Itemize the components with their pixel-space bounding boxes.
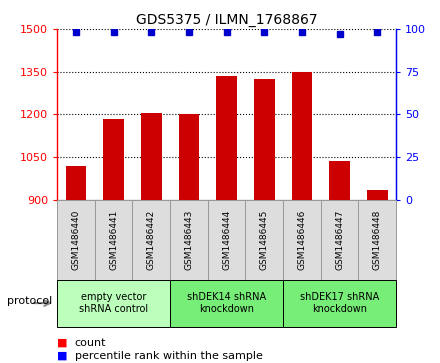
Bar: [57, 200, 95, 280]
Text: GSM1486442: GSM1486442: [147, 209, 156, 270]
Bar: [292, 72, 312, 200]
Bar: [170, 280, 283, 327]
Title: GDS5375 / ILMN_1768867: GDS5375 / ILMN_1768867: [136, 13, 317, 26]
Bar: [170, 200, 208, 280]
Text: empty vector
shRNA control: empty vector shRNA control: [79, 292, 148, 314]
Text: GSM1486444: GSM1486444: [222, 209, 231, 270]
Text: shDEK14 shRNA
knockdown: shDEK14 shRNA knockdown: [187, 292, 266, 314]
Text: shDEK17 shRNA
knockdown: shDEK17 shRNA knockdown: [300, 292, 379, 314]
Bar: [141, 113, 161, 200]
Text: GSM1486448: GSM1486448: [373, 209, 381, 270]
Text: GSM1486440: GSM1486440: [72, 209, 81, 270]
Text: GSM1486446: GSM1486446: [297, 209, 306, 270]
Text: GSM1486441: GSM1486441: [109, 209, 118, 270]
Bar: [216, 76, 237, 200]
Text: GSM1486443: GSM1486443: [184, 209, 194, 270]
Text: protocol: protocol: [7, 296, 52, 306]
Text: percentile rank within the sample: percentile rank within the sample: [75, 351, 263, 361]
Bar: [321, 200, 358, 280]
Bar: [246, 200, 283, 280]
Bar: [254, 79, 275, 200]
Bar: [283, 200, 321, 280]
Text: ■: ■: [57, 351, 68, 361]
Bar: [57, 280, 170, 327]
Bar: [208, 200, 246, 280]
Bar: [95, 200, 132, 280]
Text: GSM1486445: GSM1486445: [260, 209, 269, 270]
Bar: [66, 166, 86, 200]
Bar: [179, 114, 199, 200]
Bar: [103, 119, 124, 200]
Bar: [367, 190, 388, 200]
Text: ■: ■: [57, 338, 68, 348]
Text: GSM1486447: GSM1486447: [335, 209, 344, 270]
Bar: [329, 161, 350, 200]
Bar: [358, 200, 396, 280]
Bar: [132, 200, 170, 280]
Text: count: count: [75, 338, 106, 348]
Bar: [283, 280, 396, 327]
